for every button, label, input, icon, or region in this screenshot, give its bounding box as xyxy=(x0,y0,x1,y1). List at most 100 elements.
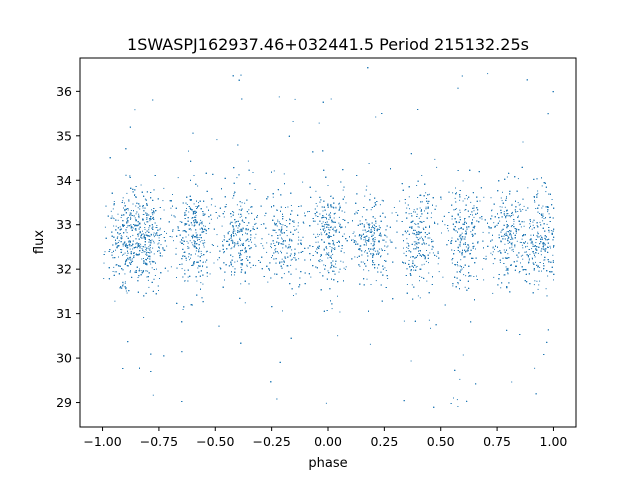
data-point xyxy=(166,232,167,234)
data-point xyxy=(266,251,268,253)
data-point xyxy=(505,269,507,271)
data-point xyxy=(184,269,186,271)
data-point xyxy=(406,207,408,209)
data-point xyxy=(136,247,138,249)
data-point xyxy=(343,252,345,254)
data-point xyxy=(139,208,141,210)
data-point xyxy=(339,208,340,210)
data-point xyxy=(118,240,120,242)
data-point xyxy=(373,262,375,264)
data-point xyxy=(144,224,146,225)
data-point xyxy=(231,221,233,223)
data-point xyxy=(531,257,533,259)
data-point xyxy=(126,232,128,234)
data-point xyxy=(355,211,357,213)
data-point xyxy=(364,251,366,253)
data-point xyxy=(139,268,140,270)
data-point xyxy=(464,238,466,240)
data-point xyxy=(373,224,375,226)
data-point xyxy=(124,273,126,275)
data-point xyxy=(254,237,256,239)
data-point xyxy=(113,225,115,227)
data-point xyxy=(248,209,250,211)
data-point xyxy=(431,245,433,247)
data-point xyxy=(325,402,327,404)
data-point xyxy=(482,231,484,233)
data-point xyxy=(482,268,484,270)
data-point xyxy=(137,277,139,278)
data-point xyxy=(205,251,207,253)
data-point xyxy=(152,394,154,396)
data-point xyxy=(120,217,122,218)
data-point xyxy=(130,210,132,211)
data-point xyxy=(271,247,272,249)
data-point xyxy=(197,185,199,187)
data-point xyxy=(149,247,151,249)
data-point xyxy=(327,270,329,272)
data-point xyxy=(363,269,365,271)
data-point xyxy=(230,248,232,250)
data-point xyxy=(467,198,468,200)
data-point xyxy=(122,254,123,256)
data-point xyxy=(436,166,438,168)
data-point xyxy=(430,327,431,329)
data-point xyxy=(134,109,136,111)
data-point xyxy=(522,242,524,244)
data-point xyxy=(292,121,294,122)
data-point xyxy=(132,248,134,250)
data-point xyxy=(368,250,370,252)
data-point xyxy=(470,231,472,233)
data-point xyxy=(501,200,503,202)
data-point xyxy=(126,227,128,228)
data-point xyxy=(528,259,530,261)
data-point xyxy=(145,253,147,255)
data-point xyxy=(384,260,385,261)
data-point xyxy=(295,293,297,295)
data-point xyxy=(126,222,128,224)
data-point xyxy=(523,205,525,207)
data-point xyxy=(545,244,546,246)
data-point xyxy=(416,243,418,245)
data-point xyxy=(179,241,181,243)
data-point xyxy=(307,211,308,213)
data-point xyxy=(279,262,281,264)
data-point xyxy=(359,220,361,222)
data-point xyxy=(156,234,158,236)
data-point xyxy=(326,213,327,215)
data-point xyxy=(325,230,327,232)
data-point xyxy=(371,230,373,232)
data-point xyxy=(385,235,387,237)
data-point xyxy=(365,250,366,252)
data-point xyxy=(291,239,293,241)
data-point xyxy=(225,204,227,205)
data-point xyxy=(199,241,201,243)
data-point xyxy=(200,265,201,267)
data-point xyxy=(244,252,246,254)
data-point xyxy=(230,216,232,218)
data-point xyxy=(250,237,252,239)
data-point xyxy=(319,261,321,263)
data-point xyxy=(233,233,234,235)
data-point xyxy=(291,258,293,260)
data-point xyxy=(188,234,190,236)
data-point xyxy=(245,232,246,234)
data-point xyxy=(522,254,524,256)
data-point xyxy=(191,224,193,226)
data-point xyxy=(548,246,549,248)
data-point xyxy=(186,204,188,205)
data-point xyxy=(135,243,137,245)
data-point xyxy=(140,243,142,245)
data-point xyxy=(241,220,243,222)
data-point xyxy=(544,249,546,251)
data-point xyxy=(251,241,252,243)
data-point xyxy=(426,243,427,245)
data-point xyxy=(453,250,455,251)
data-point xyxy=(328,252,330,254)
data-point xyxy=(232,197,234,199)
data-point xyxy=(280,250,282,252)
data-point xyxy=(149,252,151,254)
data-point xyxy=(539,267,541,268)
data-point xyxy=(399,200,401,202)
data-point xyxy=(406,246,408,248)
data-point xyxy=(283,263,285,265)
